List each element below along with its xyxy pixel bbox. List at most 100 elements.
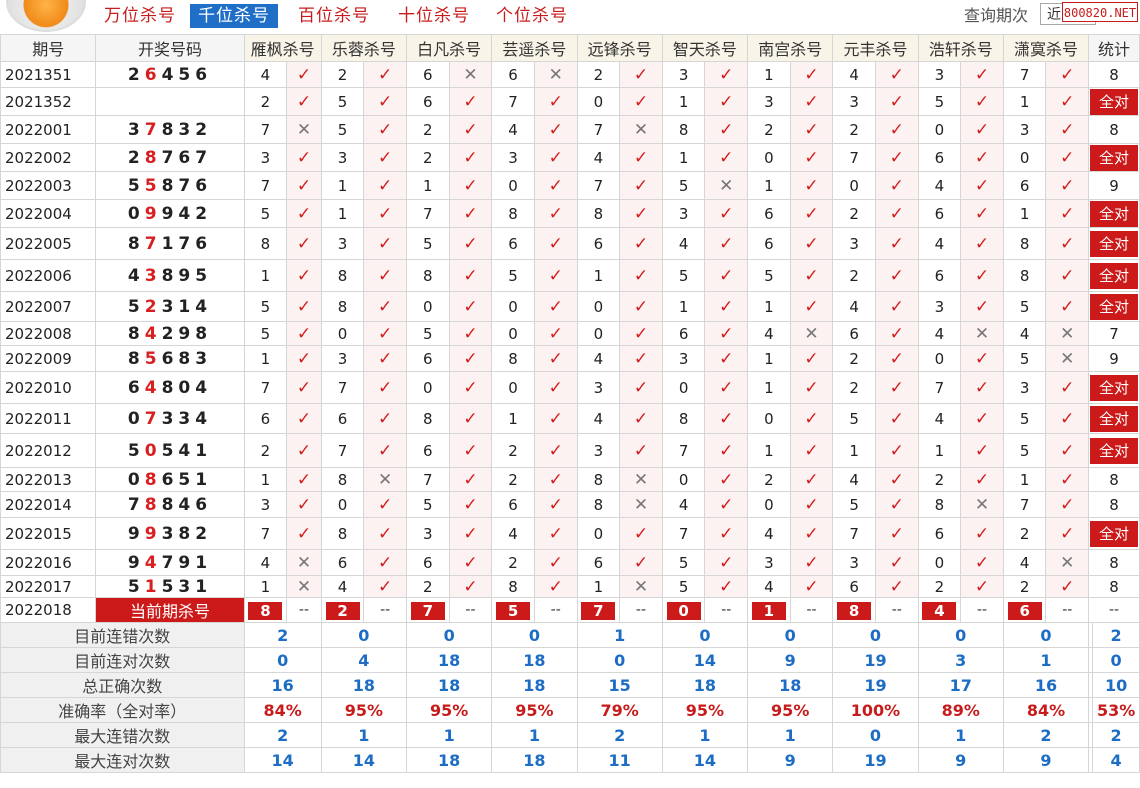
result-mark: ✓	[704, 199, 749, 228]
kill-number: 6	[661, 321, 706, 346]
result-mark: ✓	[789, 491, 834, 518]
tab-bai-kill[interactable]: 百位杀号	[298, 6, 370, 26]
summary-row: 最大连对次数 14 14 18 18 11 14 9 19 9 9 4	[0, 747, 1140, 773]
check-icon: ✓	[378, 408, 393, 429]
kill-number: 5	[1002, 403, 1047, 434]
tab-shi-kill[interactable]: 十位杀号	[398, 6, 470, 26]
cross-icon: ✕	[296, 119, 312, 140]
kill-number: 4	[747, 575, 791, 598]
winning-number-cell: 37832	[95, 115, 245, 144]
result-mark: ✓	[960, 171, 1004, 200]
check-icon: ✓	[804, 119, 819, 140]
stat-cell: 全对	[1088, 143, 1140, 172]
kill-number: 2	[406, 115, 450, 144]
draw-digit: 1	[144, 576, 162, 597]
kill-number: 7	[576, 115, 621, 144]
summary-value: 18	[405, 647, 493, 673]
check-icon: ✓	[378, 296, 393, 317]
check-icon: ✓	[1060, 64, 1075, 85]
check-icon: ✓	[889, 348, 904, 369]
result-mark: ✓	[533, 549, 578, 576]
check-icon: ✓	[719, 576, 734, 597]
kill-number: 3	[832, 87, 876, 116]
summary-value: 19	[832, 747, 919, 773]
check-icon: ✓	[974, 576, 990, 597]
result-mark: ✓	[286, 291, 322, 322]
pending-mark: --	[363, 597, 407, 623]
result-mark: ✓	[1045, 143, 1090, 172]
kill-number: 6	[576, 227, 621, 260]
kill-number: 7	[832, 517, 876, 550]
draw-digit: 4	[161, 64, 179, 85]
tab-ge-kill[interactable]: 个位杀号	[496, 6, 568, 26]
kill-number: 1	[747, 345, 791, 372]
kill-number: 6	[576, 549, 621, 576]
result-mark: ✓	[363, 61, 407, 88]
check-icon: ✓	[463, 408, 478, 429]
result-mark: ✓	[448, 491, 493, 518]
check-icon: ✓	[548, 119, 563, 140]
summary-value: 95%	[405, 697, 493, 723]
draw-digit: 4	[144, 323, 162, 344]
check-icon: ✓	[548, 175, 563, 196]
result-mark: ✓	[789, 171, 834, 200]
pending-mark: --	[533, 597, 578, 623]
draw-digit: 8	[144, 147, 162, 168]
check-icon: ✓	[296, 377, 312, 398]
kill-number: 5	[1002, 433, 1047, 468]
check-icon: ✓	[296, 175, 312, 196]
cross-icon: ✕	[633, 576, 649, 597]
draw-digit: 9	[127, 523, 145, 544]
summary-label: 总正确次数	[0, 672, 245, 698]
draw-digit: 5	[178, 64, 196, 85]
result-mark: ✕	[704, 171, 749, 200]
tab-qian-kill[interactable]: 千位杀号	[190, 4, 278, 28]
check-icon: ✓	[633, 265, 649, 286]
result-mark: ✓	[704, 61, 749, 88]
column-header: 雁枫杀号	[243, 34, 322, 62]
cross-icon: ✕	[974, 494, 990, 515]
kill-number: 0	[491, 321, 535, 346]
kill-number: 0	[491, 371, 535, 404]
draw-digit: 4	[195, 377, 213, 398]
stat-value: 9	[1109, 176, 1119, 195]
draw-digit: 3	[161, 408, 179, 429]
kill-number: 4	[491, 115, 535, 144]
column-header: 乐蓉杀号	[320, 34, 408, 62]
summary-value: 14	[243, 747, 322, 773]
column-header: 南宫杀号	[747, 34, 834, 62]
tab-wan-kill[interactable]: 万位杀号	[104, 6, 176, 26]
check-icon: ✓	[889, 203, 904, 224]
draw-digit: 9	[178, 552, 196, 573]
result-mark: ✓	[789, 517, 834, 550]
check-icon: ✓	[1060, 576, 1075, 597]
kill-number: 5	[661, 259, 706, 292]
result-mark: ✓	[533, 87, 578, 116]
check-icon: ✓	[378, 377, 393, 398]
kill-number: 5	[832, 403, 876, 434]
spacer	[1088, 747, 1094, 773]
column-header: 开奖号码	[95, 34, 245, 62]
table-row: 2022009 85683 1 ✓ 3 ✓ 6 ✓ 8 ✓ 4 ✓ 3 ✓ 1 ✓ 2 ✓ 0 ✓ 5 ✕ 9	[0, 345, 1140, 372]
check-icon: ✓	[633, 440, 649, 461]
kill-number: 1	[747, 291, 791, 322]
check-icon: ✓	[296, 147, 312, 168]
result-mark: ✓	[960, 143, 1004, 172]
stat-cell: 全对	[1088, 291, 1140, 322]
result-mark: ✓	[286, 403, 322, 434]
check-icon: ✓	[889, 469, 904, 490]
draw-digit: 7	[178, 233, 196, 254]
check-icon: ✓	[633, 408, 649, 429]
summary-label: 准确率（全对率）	[0, 697, 245, 723]
check-icon: ✓	[889, 296, 904, 317]
all-correct-badge: 全对	[1090, 374, 1139, 401]
result-mark: ✓	[363, 227, 407, 260]
current-kill-number: 4	[917, 597, 962, 623]
result-mark: ✓	[704, 143, 749, 172]
kill-number: 0	[747, 403, 791, 434]
kill-number: 3	[917, 61, 962, 88]
pending-mark: --	[960, 597, 1004, 623]
kill-number: 5	[661, 171, 706, 200]
summary-value: 16	[243, 672, 322, 698]
table-row: 2022016 94791 4 ✕ 6 ✓ 6 ✓ 2 ✓ 6 ✓ 5 ✓ 3 ✓ 3 ✓ 0 ✓ 4 ✕ 8	[0, 549, 1140, 576]
